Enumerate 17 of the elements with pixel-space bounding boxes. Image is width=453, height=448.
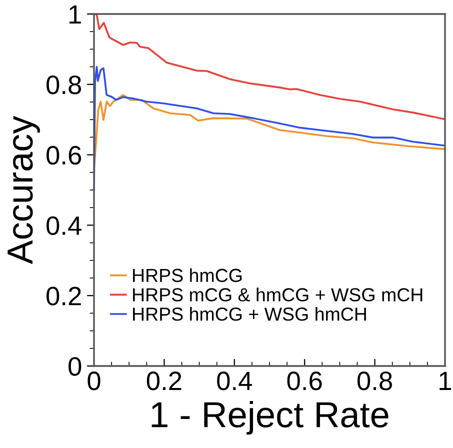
y-tick-label: 1: [70, 5, 81, 24]
y-tick-label: 0.2: [46, 286, 81, 306]
legend-label: HRPS mCG & hmCG + WSG mCH: [133, 288, 422, 302]
y-tick-label: 0: [68, 357, 82, 376]
y-tick-label: 0.8: [46, 76, 82, 94]
x-tick-label: 1: [440, 372, 452, 390]
legend-label: HRPS hmCG: [133, 268, 242, 282]
x-tick-label: 0.6: [287, 372, 322, 390]
x-tick-label: 0.2: [146, 372, 182, 390]
legend-label: HRPS hmCG + WSG hmCH: [133, 307, 366, 321]
y-axis-title: Accuracy: [8, 116, 40, 264]
y-tick-label: 0.6: [46, 146, 82, 165]
x-tick-label: 0.4: [217, 372, 252, 390]
x-axis-title: 1 - Reject Rate: [152, 401, 388, 435]
x-tick-label: 0: [88, 372, 100, 390]
x-tick-label: 0.8: [357, 372, 392, 390]
y-tick-label: 0.4: [46, 216, 82, 236]
